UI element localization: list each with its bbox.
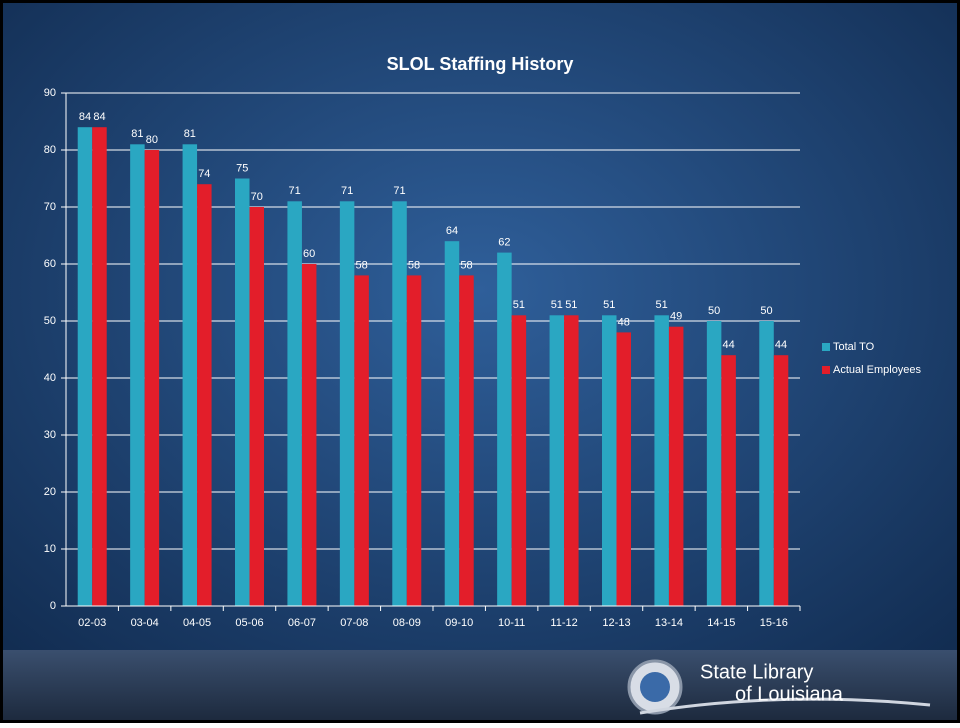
y-tick-label: 70 xyxy=(44,201,56,213)
x-tick-label: 02-03 xyxy=(78,617,106,629)
bar xyxy=(497,252,512,606)
legend-swatch xyxy=(822,343,830,351)
x-tick-label: 07-08 xyxy=(340,617,368,629)
bar xyxy=(773,355,789,606)
x-tick-label: 08-09 xyxy=(393,617,421,629)
data-label: 60 xyxy=(303,248,315,260)
y-tick-label: 90 xyxy=(44,87,56,99)
y-tick-label: 40 xyxy=(44,372,56,384)
bar xyxy=(706,321,722,606)
bar xyxy=(130,144,145,607)
data-label: 58 xyxy=(408,259,420,271)
data-label: 51 xyxy=(551,299,563,311)
bar xyxy=(392,201,407,607)
data-label: 71 xyxy=(289,185,301,197)
data-label: 80 xyxy=(146,134,158,146)
data-label: 81 xyxy=(131,128,143,140)
data-label: 51 xyxy=(656,299,668,311)
data-label: 44 xyxy=(775,339,787,351)
data-label: 62 xyxy=(498,237,510,249)
data-label: 50 xyxy=(760,305,772,317)
bar xyxy=(564,315,579,606)
seal-center xyxy=(640,672,670,702)
bar xyxy=(668,326,684,606)
legend-label: Actual Employees xyxy=(833,364,922,376)
legend-swatch xyxy=(822,366,830,374)
background xyxy=(3,3,957,720)
data-label: 71 xyxy=(393,185,405,197)
data-label: 49 xyxy=(670,311,682,323)
data-label: 84 xyxy=(79,111,91,123)
x-tick-label: 04-05 xyxy=(183,617,211,629)
bar xyxy=(339,201,355,607)
x-tick-label: 14-15 xyxy=(707,617,735,629)
logo-line2: of Louisiana xyxy=(735,683,844,705)
data-label: 51 xyxy=(513,299,525,311)
legend-label: Total TO xyxy=(833,341,875,353)
data-label: 81 xyxy=(184,128,196,140)
bar xyxy=(235,178,250,606)
data-label: 75 xyxy=(236,162,248,174)
data-label: 84 xyxy=(93,111,105,123)
bar xyxy=(354,275,369,606)
x-tick-label: 06-07 xyxy=(288,617,316,629)
y-tick-label: 0 xyxy=(50,600,56,612)
x-tick-label: 05-06 xyxy=(235,617,263,629)
logo-line1: State Library xyxy=(700,661,813,683)
bar xyxy=(444,241,460,606)
x-tick-label: 10-11 xyxy=(498,617,525,629)
x-tick-label: 09-10 xyxy=(445,617,473,629)
bar xyxy=(144,150,160,606)
y-tick-label: 50 xyxy=(44,315,56,327)
y-tick-label: 10 xyxy=(44,543,56,555)
data-label: 64 xyxy=(446,225,458,237)
bar xyxy=(549,315,565,606)
swoosh xyxy=(639,697,931,715)
data-label: 51 xyxy=(603,299,615,311)
bar xyxy=(602,315,617,606)
x-tick-label: 11-12 xyxy=(550,617,577,629)
x-tick-label: 13-14 xyxy=(655,617,683,629)
footer-band xyxy=(3,650,957,720)
data-label: 71 xyxy=(341,185,353,197)
bar xyxy=(77,127,93,606)
x-tick-label: 12-13 xyxy=(602,617,630,629)
bar xyxy=(616,332,631,606)
bar xyxy=(92,127,107,606)
y-tick-label: 30 xyxy=(44,429,56,441)
data-label: 50 xyxy=(708,305,720,317)
bar xyxy=(511,315,527,606)
chart-title: SLOL Staffing History xyxy=(387,54,574,74)
bar xyxy=(249,207,264,606)
data-label: 44 xyxy=(722,339,734,351)
x-tick-label: 15-16 xyxy=(760,617,788,629)
bar xyxy=(287,201,302,607)
bar xyxy=(721,355,736,606)
data-label: 58 xyxy=(460,259,472,271)
y-tick-label: 60 xyxy=(44,258,56,270)
data-label: 51 xyxy=(565,299,577,311)
bar xyxy=(197,184,212,606)
bar xyxy=(406,275,422,606)
y-tick-label: 20 xyxy=(44,486,56,498)
y-tick-label: 80 xyxy=(44,144,56,156)
bar xyxy=(182,144,198,607)
bar xyxy=(654,315,669,606)
x-tick-label: 03-04 xyxy=(131,617,159,629)
bar xyxy=(459,275,474,606)
bar xyxy=(759,321,774,606)
data-label: 74 xyxy=(198,168,210,180)
data-label: 48 xyxy=(618,316,630,328)
data-label: 58 xyxy=(355,259,367,271)
bar xyxy=(301,264,317,606)
data-label: 70 xyxy=(251,191,263,203)
